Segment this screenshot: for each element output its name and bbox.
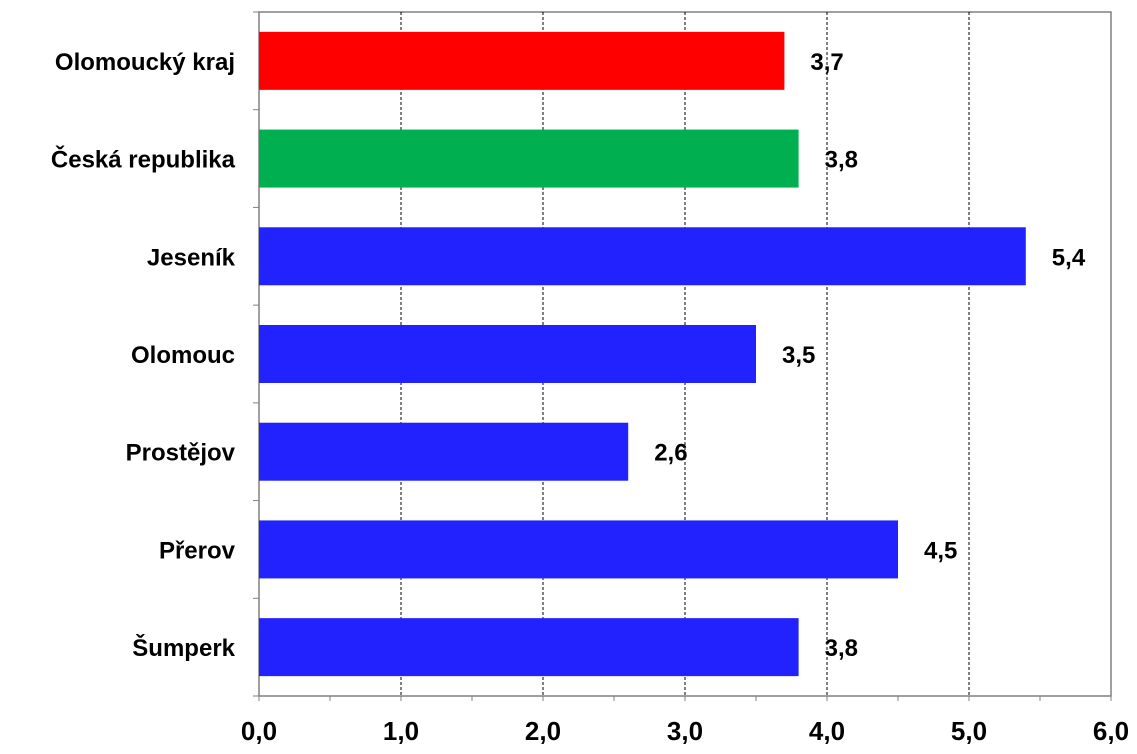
bar — [259, 618, 799, 677]
bars — [259, 31, 1026, 677]
category-label: Přerov — [159, 537, 236, 564]
data-label: 3,8 — [825, 147, 858, 174]
data-label: 3,5 — [782, 342, 815, 369]
data-label: 3,8 — [825, 635, 858, 662]
x-tick-label: 2,0 — [525, 716, 561, 746]
bar — [259, 129, 799, 188]
x-tick-label: 3,0 — [667, 716, 703, 746]
bar — [259, 31, 785, 90]
category-label: Olomouc — [131, 342, 235, 369]
category-label: Olomoucký kraj — [55, 49, 235, 76]
category-label: Prostějov — [126, 440, 236, 467]
x-tick-label: 1,0 — [383, 716, 419, 746]
bar — [259, 520, 898, 579]
bar — [259, 422, 629, 481]
x-tick-labels: 0,0 1,0 2,0 3,0 4,0 5,0 6,0 — [241, 716, 1129, 746]
data-label: 5,4 — [1052, 244, 1086, 271]
bar — [259, 227, 1026, 286]
category-labels: Olomoucký kraj Česká republika Jeseník Olom… — [51, 49, 236, 662]
data-labels: 3,7 3,8 5,4 3,5 2,6 4,5 3,8 — [654, 49, 1086, 662]
data-label: 3,7 — [810, 49, 843, 76]
category-label: Česká republika — [51, 146, 236, 174]
bar — [259, 325, 756, 383]
data-label: 2,6 — [654, 440, 687, 467]
x-tick-label: 0,0 — [241, 716, 277, 746]
x-tick-label: 5,0 — [951, 716, 987, 746]
x-tick-label: 6,0 — [1093, 716, 1129, 746]
data-label: 4,5 — [924, 537, 957, 564]
category-label: Jeseník — [147, 244, 236, 271]
category-label: Šumperk — [132, 634, 235, 662]
x-tick-label: 4,0 — [809, 716, 845, 746]
